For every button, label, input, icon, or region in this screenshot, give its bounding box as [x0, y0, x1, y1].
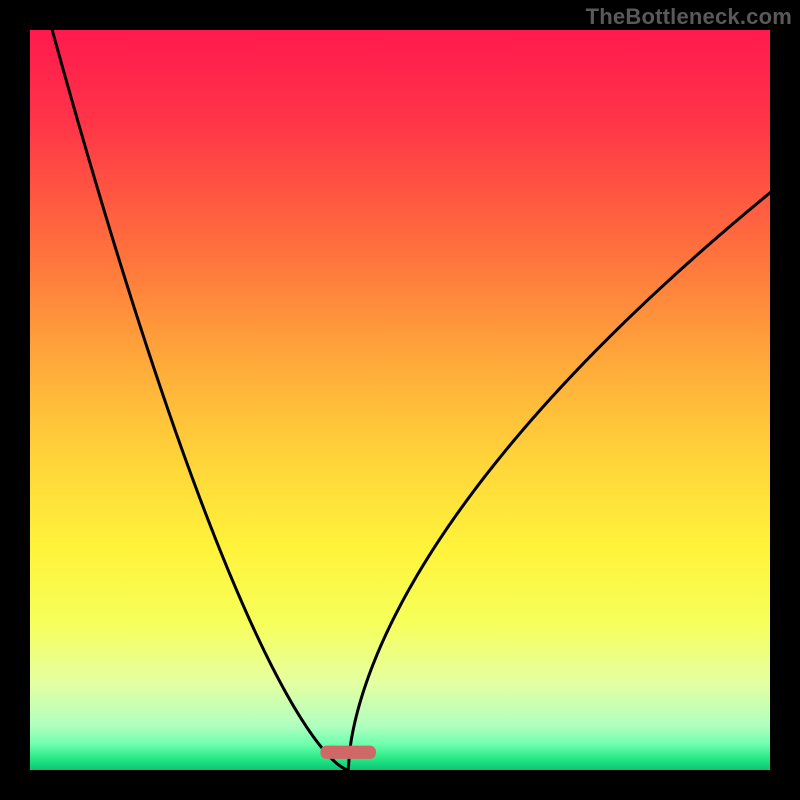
figure-container: TheBottleneck.com [0, 0, 800, 800]
vertex-marker [320, 746, 376, 759]
plot-area [30, 30, 770, 770]
gradient-background [30, 30, 770, 770]
chart-svg [30, 30, 770, 770]
watermark-text: TheBottleneck.com [586, 4, 792, 30]
